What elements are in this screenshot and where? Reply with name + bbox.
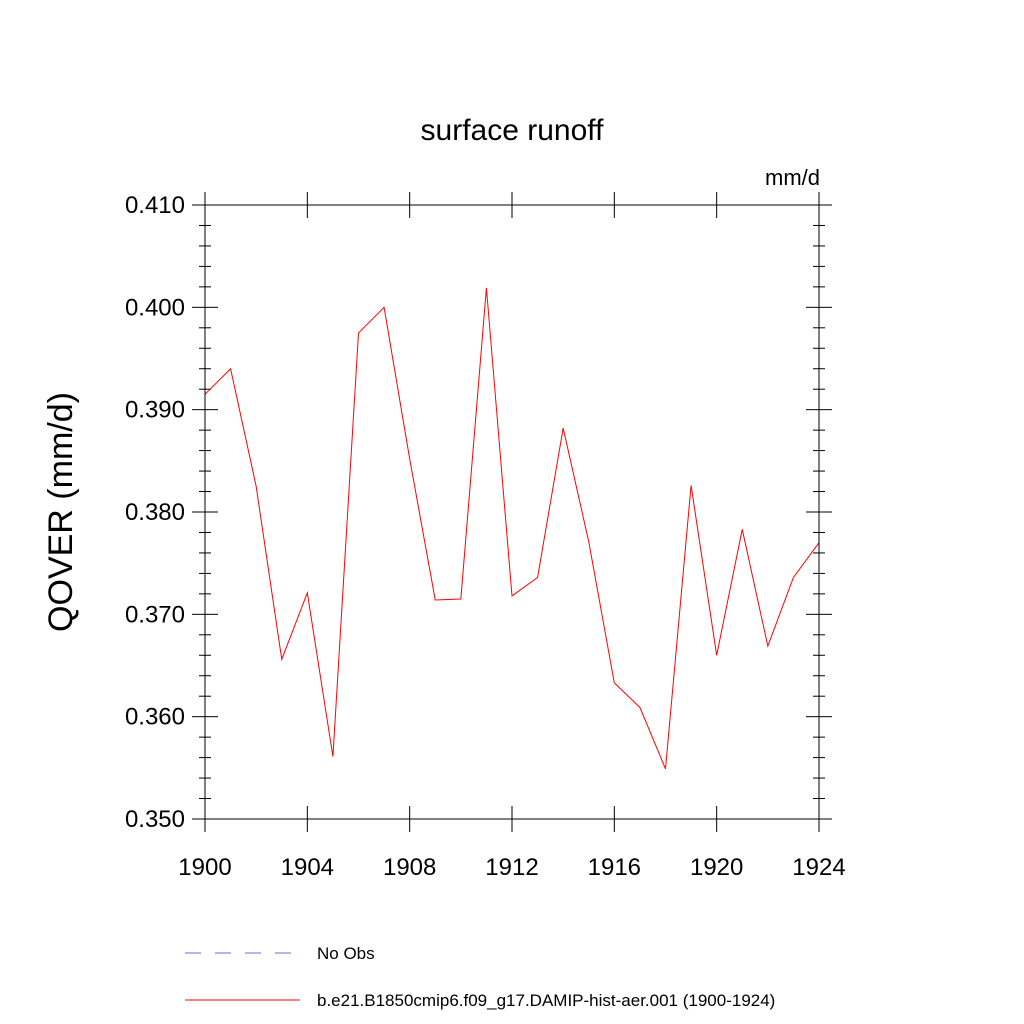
legend: No Obs b.e21.B1850cmip6.f09_g17.DAMIP-his… <box>185 944 775 1010</box>
y-axis-label: QOVER (mm/d) <box>42 392 80 632</box>
units-label: mm/d <box>765 165 820 190</box>
y-tick-label: 0.390 <box>125 397 185 424</box>
y-tick-label: 0.370 <box>125 601 185 628</box>
series-layer <box>204 287 820 770</box>
x-tick-label: 1900 <box>178 854 231 881</box>
axis-ticks: 0.350 0.360 0.370 0.380 0.390 0.400 0.410 1900 1… <box>125 192 846 881</box>
y-tick-label: 0.350 <box>125 806 185 833</box>
plot-frame <box>204 204 820 820</box>
x-tick-label: 1916 <box>588 854 641 881</box>
x-tick-label: 1904 <box>281 854 334 881</box>
series-line <box>204 287 820 770</box>
y-tick-label: 0.400 <box>125 294 185 321</box>
legend-label: No Obs <box>317 944 375 963</box>
x-tick-label: 1908 <box>383 854 436 881</box>
chart-title: surface runoff <box>421 114 605 147</box>
x-tick-label: 1912 <box>485 854 538 881</box>
y-tick-label: 0.410 <box>125 192 185 219</box>
y-tick-label: 0.380 <box>125 499 185 526</box>
x-tick-label: 1920 <box>690 854 743 881</box>
legend-label: b.e21.B1850cmip6.f09_g17.DAMIP-hist-aer.… <box>317 991 775 1010</box>
x-tick-label: 1924 <box>792 854 845 881</box>
y-tick-label: 0.360 <box>125 704 185 731</box>
